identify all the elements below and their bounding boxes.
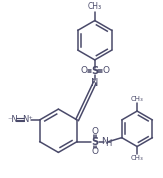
Text: O: O — [81, 66, 88, 75]
Text: N: N — [101, 137, 108, 146]
Text: CH₃: CH₃ — [131, 96, 143, 102]
Text: ⁻N: ⁻N — [8, 116, 18, 124]
Text: S: S — [91, 66, 98, 76]
Text: O: O — [91, 147, 98, 156]
Text: O: O — [91, 127, 98, 136]
Text: N⁺: N⁺ — [22, 116, 33, 124]
Text: O: O — [102, 66, 109, 75]
Text: H: H — [105, 139, 112, 148]
Text: N: N — [91, 78, 98, 88]
Text: CH₃: CH₃ — [131, 155, 143, 161]
Text: S: S — [91, 137, 98, 147]
Text: CH₃: CH₃ — [88, 2, 102, 11]
